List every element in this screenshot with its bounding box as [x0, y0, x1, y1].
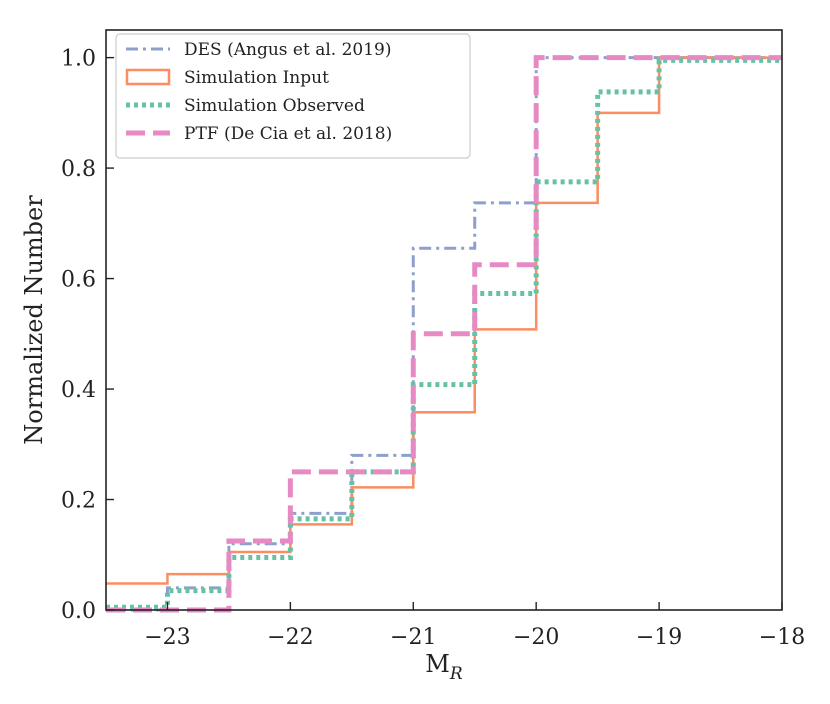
legend-box: [115, 33, 471, 159]
x-tick-label: −18: [759, 625, 805, 650]
x-tick-label: −22: [267, 625, 313, 650]
x-tick-label: −19: [636, 625, 682, 650]
y-tick-label: 0.6: [61, 268, 96, 293]
y-tick-label: 1.0: [61, 47, 96, 72]
tick-layer: −23 −22 −21 −20 −19 −18 0.0 0.2 0.4 0.6 0.8 1.0: [61, 47, 805, 650]
x-axis-title-main: M: [425, 650, 450, 678]
x-axis-title: MR: [425, 650, 463, 684]
y-tick-label: 0.0: [61, 599, 96, 624]
x-axis-title-subscript: R: [449, 664, 463, 684]
legend-label-0: DES (Angus et al. 2019): [184, 40, 391, 60]
legend-label-3: PTF (De Cia et al. 2018): [184, 124, 392, 144]
series-layer: [106, 55, 782, 613]
x-tick-label: −23: [144, 625, 190, 650]
series-line-2: [106, 57, 782, 610]
plot-frame: [105, 29, 783, 611]
y-tick-label: 0.2: [61, 489, 96, 514]
series-line-0: [106, 56, 782, 612]
legend: DES (Angus et al. 2019) Simulation Input S…: [115, 33, 471, 159]
x-tick-label: −20: [513, 625, 559, 650]
y-tick-label: 0.8: [61, 157, 96, 182]
y-axis-title: Normalized Number: [20, 195, 48, 445]
legend-label-2: Simulation Observed: [184, 96, 365, 116]
legend-swatch-1: [125, 68, 171, 86]
legend-label-1: Simulation Input: [184, 68, 329, 88]
x-tick-label: −21: [390, 625, 436, 650]
y-tick-label: 0.4: [61, 378, 96, 403]
series-line-3: [106, 55, 782, 613]
